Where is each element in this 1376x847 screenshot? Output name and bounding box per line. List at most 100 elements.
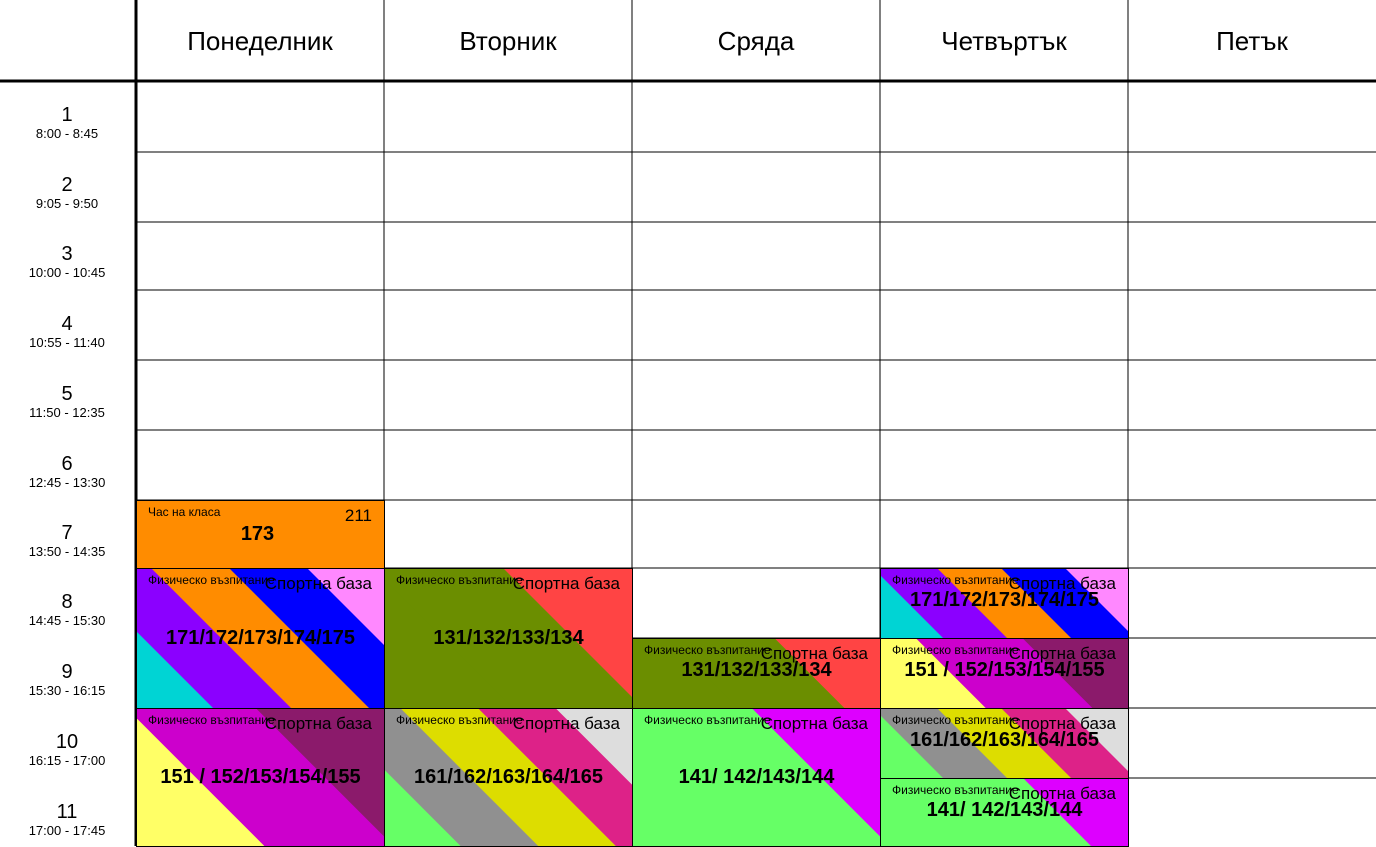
lesson-stripe	[752, 709, 880, 837]
period-label: 7 13:50 - 14:35	[0, 522, 134, 560]
lesson-groups: 161/162/163/164/165	[909, 729, 1100, 751]
lesson-subject: Физическо възпитание	[892, 783, 1019, 797]
lesson-groups: 173	[240, 523, 275, 545]
lesson-room: Спортна база	[512, 714, 620, 733]
lesson-card[interactable]: Физическо възпитание Спортна база 161/162/…	[880, 708, 1129, 779]
period-number: 3	[61, 243, 73, 265]
lesson-stripe	[1002, 569, 1128, 638]
period-label: 6 12:45 - 13:30	[0, 453, 134, 491]
lesson-card[interactable]: Час на класа 211 173	[136, 500, 385, 569]
lesson-stripe	[230, 569, 384, 708]
lesson-stripe	[1023, 639, 1128, 708]
lesson-background	[633, 709, 880, 846]
period-time: 8:00 - 8:45	[35, 126, 99, 141]
lesson-room: 211	[344, 506, 372, 525]
lesson-stripe	[401, 709, 618, 846]
period-time: 10:55 - 11:40	[29, 335, 105, 350]
period-time: 9:05 - 9:50	[35, 196, 99, 211]
day-header-wednesday: Сряда	[717, 25, 795, 56]
lesson-stripe	[385, 569, 632, 708]
lesson-subject: Физическо възпитание	[148, 713, 275, 727]
lesson-stripe	[137, 501, 384, 568]
lesson-stripe	[881, 569, 1009, 638]
lesson-room: Спортна база	[1008, 644, 1116, 663]
lesson-stripe	[1024, 779, 1128, 846]
lesson-room: Спортна база	[512, 574, 620, 593]
lesson-card[interactable]: Физическо възпитание Спортна база 171/172/…	[136, 568, 385, 709]
lesson-card[interactable]: Физическо възпитание Спортна база 141/ 142…	[632, 708, 881, 847]
lesson-stripe	[504, 569, 632, 697]
lesson-groups: 131/132/133/134	[681, 659, 832, 681]
day-header-friday: Петък	[1216, 25, 1288, 56]
day-header-monday: Понеделник	[187, 25, 333, 56]
lesson-groups: 131/132/133/134	[433, 627, 584, 649]
period-number: 9	[61, 661, 73, 683]
period-label: 10 16:15 - 17:00	[0, 731, 134, 769]
lesson-groups: 141/ 142/143/144	[678, 766, 835, 788]
lesson-room: Спортна база	[264, 574, 372, 593]
lesson-groups: 151 / 152/153/154/155	[904, 659, 1105, 681]
lesson-background	[881, 569, 1128, 638]
lesson-stripe	[1002, 709, 1128, 778]
period-label: 11 17:00 - 17:45	[0, 801, 134, 839]
lesson-stripe	[668, 639, 847, 708]
period-number: 11	[56, 801, 78, 823]
lesson-card[interactable]: Физическо възпитание Спортна база 151 / 15…	[136, 708, 385, 847]
lesson-room: Спортна база	[264, 714, 372, 733]
day-header-tuesday: Вторник	[459, 25, 557, 56]
lesson-stripe	[633, 709, 880, 846]
period-label: 2 9:05 - 9:50	[0, 174, 134, 212]
lesson-subject: Физическо възпитание	[644, 713, 771, 727]
period-time: 11:50 - 12:35	[29, 405, 105, 420]
lesson-groups: 151 / 152/153/154/155	[160, 766, 361, 788]
lesson-stripe	[1066, 569, 1128, 631]
period-number: 8	[61, 591, 73, 613]
lesson-groups: 171/172/173/174/175	[165, 627, 356, 649]
lesson-background	[881, 709, 1128, 778]
lesson-card[interactable]: Физическо възпитание Спортна база 141/ 142…	[880, 778, 1129, 847]
lesson-stripe	[916, 639, 1095, 708]
lesson-background	[385, 709, 632, 846]
period-number: 6	[61, 453, 73, 475]
period-time: 16:15 - 17:00	[28, 753, 106, 768]
period-number: 2	[61, 174, 73, 196]
lesson-subject: Физическо възпитание	[892, 643, 1019, 657]
period-label: 1 8:00 - 8:45	[0, 104, 134, 142]
lesson-subject: Физическо възпитание	[892, 573, 1019, 587]
lesson-subject: Физическо възпитание	[892, 713, 1019, 727]
lesson-stripe	[385, 709, 541, 846]
period-label: 5 11:50 - 12:35	[0, 383, 134, 421]
lesson-subject: Физическо възпитание	[396, 713, 523, 727]
period-label: 3 10:00 - 10:45	[0, 243, 134, 281]
period-number: 5	[61, 383, 73, 405]
period-time: 10:00 - 10:45	[28, 265, 106, 280]
lesson-background	[633, 639, 880, 708]
lesson-stripe	[938, 709, 1073, 778]
period-label: 9 15:30 - 16:15	[0, 661, 134, 699]
lesson-background	[881, 639, 1128, 708]
lesson-card[interactable]: Физическо възпитание Спортна база 161/162/…	[384, 708, 633, 847]
lesson-card[interactable]: Физическо възпитание Спортна база 151 / 15…	[880, 638, 1129, 709]
lesson-groups: 141/ 142/143/144	[926, 799, 1083, 821]
lesson-stripe	[881, 709, 1009, 778]
lesson-card[interactable]: Физическо възпитание Спортна база 171/172/…	[880, 568, 1129, 639]
period-number: 1	[61, 104, 73, 126]
period-number: 4	[61, 313, 73, 335]
period-label: 8 14:45 - 15:30	[0, 591, 134, 629]
period-time: 12:45 - 13:30	[28, 475, 106, 490]
lesson-stripe	[918, 779, 1093, 846]
lesson-room: Спортна база	[1008, 574, 1116, 593]
period-time: 14:45 - 15:30	[28, 613, 106, 628]
lesson-card[interactable]: Физическо възпитание Спортна база 131/132/…	[632, 638, 881, 709]
lesson-subject: Физическо възпитание	[396, 573, 523, 587]
lesson-stripe	[775, 639, 880, 708]
lesson-stripe	[478, 709, 632, 846]
lesson-groups: 161/162/163/164/165	[413, 766, 604, 788]
lesson-room: Спортна база	[760, 644, 868, 663]
lesson-subject: Физическо възпитание	[148, 573, 275, 587]
period-time: 13:50 - 14:35	[28, 544, 106, 559]
period-label: 4 10:55 - 11:40	[0, 313, 134, 351]
lesson-card[interactable]: Физическо възпитание Спортна база 131/132/…	[384, 568, 633, 709]
lesson-background	[137, 569, 384, 708]
lesson-subject: Час на класа	[148, 505, 221, 519]
